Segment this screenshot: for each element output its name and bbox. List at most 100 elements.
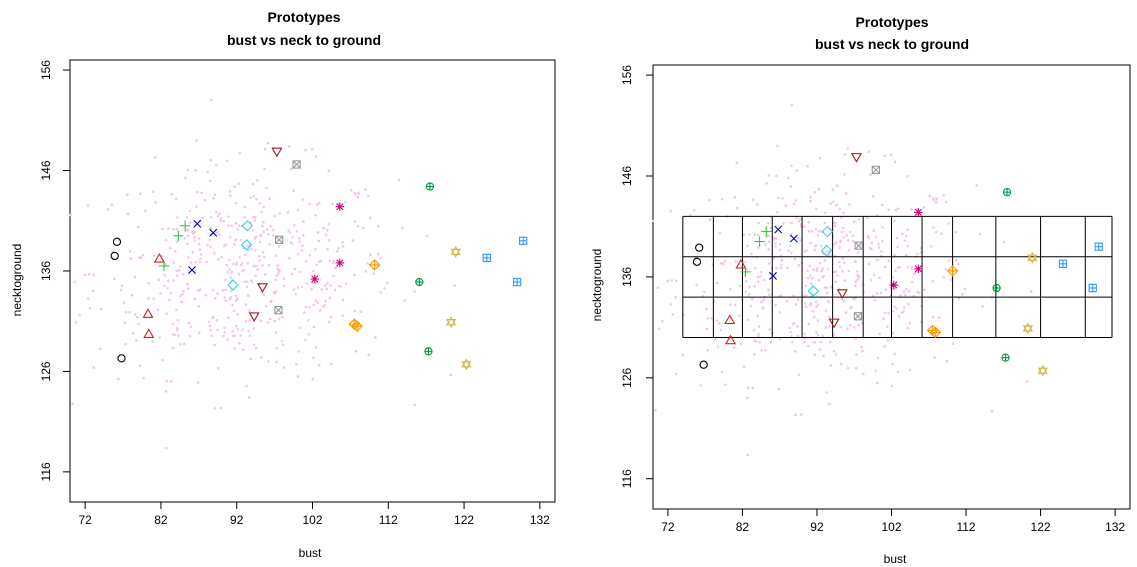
background-point — [928, 194, 932, 198]
background-point — [738, 314, 741, 317]
background-point — [815, 305, 818, 308]
background-point — [176, 216, 179, 219]
background-point — [163, 284, 166, 288]
background-point — [86, 204, 90, 207]
background-point — [797, 373, 801, 376]
background-point — [853, 260, 857, 263]
background-point — [331, 202, 335, 206]
background-point — [750, 297, 754, 301]
background-point — [749, 304, 753, 308]
background-point — [183, 237, 186, 240]
x-tick-label: 82 — [736, 520, 750, 534]
background-point — [247, 248, 250, 252]
background-point — [310, 287, 313, 291]
background-point — [243, 280, 247, 283]
y-tick-label: 116 — [39, 462, 53, 481]
background-point — [193, 236, 196, 239]
background-point — [193, 297, 196, 301]
background-point — [303, 311, 306, 314]
background-point — [294, 292, 298, 296]
prototype-point — [110, 251, 119, 261]
background-point — [265, 228, 269, 231]
background-point — [794, 413, 797, 417]
background-point — [832, 270, 836, 274]
background-point — [652, 219, 655, 223]
background-point — [239, 263, 243, 267]
background-point — [205, 260, 209, 264]
background-point — [867, 150, 870, 153]
background-point — [938, 316, 941, 320]
background-point — [876, 356, 880, 360]
background-point — [263, 147, 267, 151]
background-point — [327, 222, 331, 226]
background-point — [276, 264, 280, 267]
background-point — [314, 155, 318, 158]
background-point — [841, 270, 844, 273]
background-point — [323, 284, 327, 287]
background-point — [760, 349, 763, 352]
prototype-point — [1088, 283, 1097, 293]
prototype-point — [946, 265, 959, 277]
x-tick-label: 72 — [78, 513, 92, 527]
background-point — [838, 207, 842, 211]
x-tick-label: 112 — [379, 513, 398, 527]
background-point — [945, 359, 949, 363]
background-point — [222, 219, 226, 223]
prototype-point — [740, 266, 751, 278]
background-point — [159, 292, 162, 295]
background-point — [781, 197, 784, 200]
background-point — [848, 203, 851, 206]
background-point — [171, 322, 174, 326]
background-point — [296, 375, 300, 378]
background-point — [767, 293, 771, 296]
background-point — [861, 349, 864, 353]
background-point — [369, 253, 372, 257]
background-point — [317, 201, 321, 205]
background-point — [886, 339, 890, 342]
background-point — [757, 332, 760, 336]
background-point — [908, 368, 912, 372]
background-point — [337, 246, 340, 250]
background-point — [120, 284, 124, 287]
background-point — [255, 197, 258, 201]
background-point — [887, 259, 891, 263]
background-point — [328, 259, 331, 263]
background-point — [353, 273, 356, 277]
background-point — [356, 224, 360, 228]
cell-grid — [682, 215, 1113, 338]
background-point — [248, 309, 251, 313]
background-point — [316, 230, 320, 234]
background-point — [186, 287, 190, 290]
background-point — [245, 285, 249, 289]
background-point — [866, 235, 870, 238]
background-point — [413, 290, 416, 293]
background-point — [867, 262, 871, 266]
background-point — [220, 255, 223, 259]
background-point — [906, 228, 909, 232]
background-point — [813, 353, 817, 357]
background-point — [296, 286, 300, 289]
background-points — [652, 103, 1033, 457]
background-point — [752, 328, 756, 332]
background-point — [333, 288, 337, 292]
background-point — [223, 331, 227, 334]
background-point — [292, 288, 296, 291]
background-point — [780, 263, 783, 267]
background-point — [229, 296, 232, 299]
background-point — [213, 407, 217, 410]
background-point — [265, 186, 268, 190]
background-point — [931, 315, 935, 319]
background-point — [217, 366, 220, 370]
background-point — [182, 289, 185, 293]
background-point — [779, 266, 783, 270]
background-point — [329, 284, 332, 287]
prototype-point — [914, 208, 923, 217]
background-point — [92, 273, 95, 277]
background-point — [327, 320, 331, 324]
background-point — [171, 346, 175, 350]
background-point — [735, 206, 739, 210]
background-point — [715, 319, 719, 322]
background-point — [769, 340, 773, 344]
background-point — [139, 192, 142, 195]
background-point — [304, 259, 308, 263]
